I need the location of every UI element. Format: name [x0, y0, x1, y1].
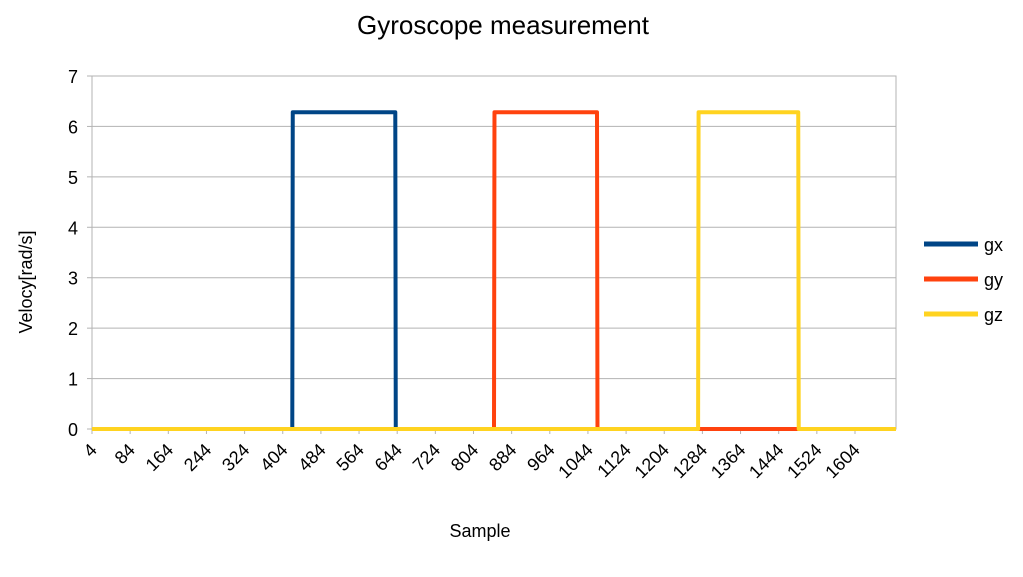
- legend-label: gx: [984, 235, 1003, 255]
- x-tick-label: 1124: [593, 440, 635, 482]
- y-tick-label: 1: [68, 370, 78, 390]
- x-tick-label: 804: [447, 440, 482, 475]
- y-tick-label: 0: [68, 420, 78, 440]
- x-tick-label: 564: [332, 440, 367, 475]
- x-tick-label: 1044: [554, 440, 596, 482]
- x-tick-label: 324: [218, 440, 253, 475]
- y-tick-label: 3: [68, 269, 78, 289]
- chart-title: Gyroscope measurement: [357, 10, 650, 40]
- y-tick-label: 6: [68, 117, 78, 137]
- x-tick-label: 84: [111, 440, 139, 468]
- y-tick-label: 5: [68, 168, 78, 188]
- legend-label: gy: [984, 270, 1003, 290]
- x-tick-label: 1604: [821, 440, 863, 482]
- x-tick-label: 644: [371, 440, 406, 475]
- x-tick-label: 1204: [631, 440, 673, 482]
- y-axis-label: Velocy[rad/s]: [16, 230, 36, 333]
- y-tick-label: 4: [68, 218, 78, 238]
- x-tick-label: 484: [294, 440, 329, 475]
- legend-label: gz: [984, 305, 1003, 325]
- x-tick-label: 244: [180, 440, 215, 475]
- x-tick-label: 1444: [745, 440, 787, 482]
- x-tick-label: 884: [485, 440, 520, 475]
- series-line: [92, 110, 896, 431]
- x-tick-label: 964: [523, 440, 558, 475]
- y-tick-label: 7: [68, 67, 78, 87]
- x-tick-label: 724: [409, 440, 444, 475]
- x-tick-label: 164: [142, 440, 177, 475]
- x-tick-label: 4: [80, 440, 101, 461]
- x-tick-label: 404: [256, 440, 291, 475]
- x-tick-label: 1524: [783, 440, 825, 482]
- x-tick-label: 1284: [669, 440, 711, 482]
- series-line: [92, 110, 896, 431]
- x-tick-label: 1364: [707, 440, 749, 482]
- y-tick-label: 2: [68, 319, 78, 339]
- x-axis-label: Sample: [449, 521, 510, 541]
